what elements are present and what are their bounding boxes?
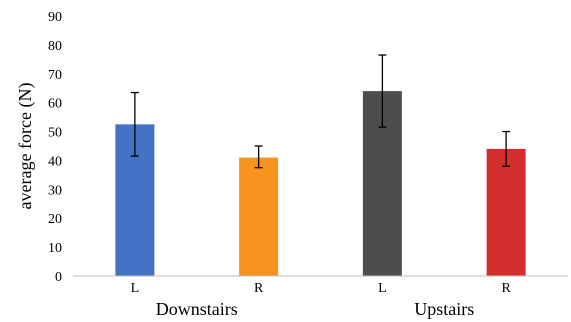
x-tick-label: R <box>254 281 264 296</box>
y-tick-label: 70 <box>48 68 62 83</box>
y-tick-label: 30 <box>48 183 62 198</box>
y-axis-label: average force (N) <box>15 83 36 210</box>
x-group-label: Downstairs <box>156 299 238 319</box>
x-group-label: Upstairs <box>414 299 474 319</box>
y-tick-label: 20 <box>48 212 62 227</box>
y-tick-label: 60 <box>48 97 62 112</box>
x-tick-label: R <box>501 281 511 296</box>
bars <box>115 91 526 276</box>
bar <box>486 148 526 276</box>
error-bars <box>130 54 511 169</box>
y-tick-label: 0 <box>55 270 62 285</box>
x-axis-groups: Downstairs Upstairs <box>156 299 475 319</box>
x-tick-label: L <box>131 281 140 296</box>
y-tick-label: 50 <box>48 126 62 141</box>
y-axis-ticks: 0 10 20 30 40 50 60 70 80 90 <box>48 10 62 285</box>
y-tick-label: 10 <box>48 241 62 256</box>
bar <box>239 157 279 276</box>
y-tick-label: 90 <box>48 10 62 25</box>
x-tick-label: L <box>378 281 387 296</box>
y-tick-label: 80 <box>48 39 62 54</box>
y-tick-label: 40 <box>48 154 62 169</box>
